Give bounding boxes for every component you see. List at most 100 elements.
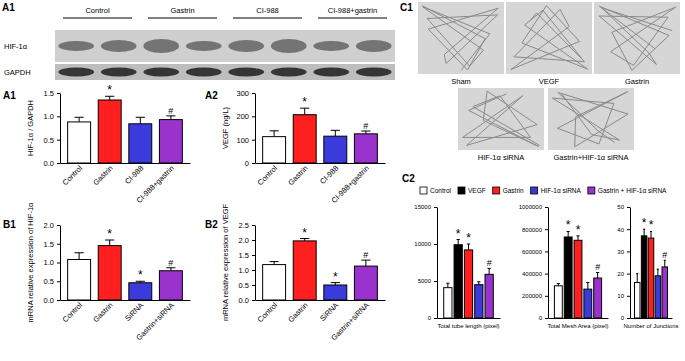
y-tick: 0.5 <box>44 277 60 286</box>
column-label: CI-988+gastrin <box>328 6 377 15</box>
bar <box>634 282 640 318</box>
tube <box>525 25 588 69</box>
y-axis: 0100200300 <box>236 89 255 168</box>
tube <box>463 137 531 138</box>
y-tick-label: 20 <box>617 271 624 277</box>
y-tick-label: 0 <box>245 159 249 168</box>
y-axis: 0.00.51.01.52.0 <box>44 221 61 305</box>
y-tick-label: 100 <box>236 136 249 145</box>
micrograph-bg <box>418 2 504 74</box>
micrograph <box>506 2 592 74</box>
blot-strip <box>55 30 395 62</box>
y-axis: 02000004000006000008000001000000 <box>519 204 549 321</box>
x-tick: Control <box>256 163 280 187</box>
error-cap <box>636 273 638 274</box>
y-tick: 10 <box>617 293 630 299</box>
y-tick-mark <box>545 207 548 208</box>
y-tick: 200000 <box>522 293 548 299</box>
error-bar <box>637 274 638 283</box>
y-tick-mark <box>434 207 437 208</box>
tube <box>557 92 627 129</box>
error-bar <box>79 253 80 260</box>
y-tick-mark <box>545 274 548 275</box>
bar <box>354 266 377 300</box>
annotation: * <box>576 223 581 237</box>
bar <box>263 137 286 163</box>
y-tick-mark <box>57 163 60 164</box>
y-tick-label: 0.5 <box>44 277 54 286</box>
legend-swatch <box>588 187 595 194</box>
y-tick: 600000 <box>522 249 548 255</box>
annotation: # <box>487 258 492 268</box>
y-tick: 0 <box>621 315 630 321</box>
legend-swatch <box>420 187 427 194</box>
blot-band <box>186 41 222 51</box>
y-tick-mark <box>434 281 437 282</box>
y-tick: 0.0 <box>44 159 60 168</box>
error-bar <box>587 282 588 289</box>
y-tick-label: 2.0 <box>239 236 249 245</box>
y-tick-label: 1.5 <box>44 89 54 98</box>
y-tick: 2.0 <box>44 221 60 230</box>
panel-label: B2 <box>205 219 218 230</box>
error-cap <box>270 130 279 131</box>
y-tick-mark <box>57 244 60 245</box>
column-label: CI-988 <box>256 6 279 15</box>
y-tick: 0 <box>245 159 255 168</box>
legend-swatch <box>458 187 465 194</box>
y-tick-mark <box>252 300 255 301</box>
x-tick: Gastrin+siRNA <box>329 300 371 342</box>
x-tick-label: Gastrin <box>91 301 114 324</box>
tube <box>599 6 655 48</box>
row-label: GAPDH <box>4 68 31 77</box>
blot-band <box>356 40 392 52</box>
y-tick: 1.0 <box>44 258 60 267</box>
y-tick: 5000 <box>418 278 437 284</box>
y-axis-title: HIF-1α / GAPDH <box>26 100 35 156</box>
y-axis-line <box>548 208 549 319</box>
legend-label: Gastrin <box>503 187 524 194</box>
legend-item: VEGF <box>458 187 486 194</box>
y-tick-label: 40 <box>617 227 624 233</box>
image-label: Gastrin <box>625 77 649 86</box>
y-tick-mark <box>627 251 630 252</box>
x-axis-line <box>61 300 191 301</box>
y-tick-label: 0.0 <box>239 296 249 305</box>
bar-chart: 0.00.51.01.52.02.5ControlGastrinSiRNAGas… <box>205 204 386 343</box>
micrograph <box>594 2 680 74</box>
micrograph <box>458 88 544 150</box>
y-tick: 1.5 <box>44 240 60 249</box>
annotation: * <box>466 231 471 245</box>
annotation: * <box>642 216 647 230</box>
y-tick: 10000 <box>414 241 437 247</box>
plot-marks <box>554 231 601 318</box>
bar <box>584 289 592 318</box>
row-label: HIF-1α <box>4 42 28 51</box>
y-tick-label: 50 <box>617 204 624 210</box>
bar <box>485 274 493 318</box>
x-tick: Gastrin <box>91 300 114 324</box>
x-tick: SiRNA <box>123 300 145 323</box>
y-tick-mark <box>252 163 255 164</box>
y-tick-label: 1.0 <box>44 112 54 121</box>
blot-band <box>58 68 94 77</box>
x-tick-label: Gastrin+siRNA <box>329 301 371 343</box>
x-axis: Number of Junctions <box>623 318 678 329</box>
panel-label: C1 <box>400 2 413 13</box>
bar-chart: 050001000015000Total tube length (pixel)… <box>402 173 501 329</box>
annotation: # <box>363 250 368 260</box>
blot-band <box>356 68 392 77</box>
column-rule <box>148 18 217 19</box>
blot-band <box>143 39 179 53</box>
x-tick-label: CI-988+gastrin <box>330 164 371 205</box>
column-label: Control <box>85 6 110 15</box>
legend-item: HIF-1α siRNA <box>531 187 582 194</box>
x-tick: Number of Junctions <box>623 318 678 329</box>
bar <box>354 134 377 163</box>
plot-marks <box>444 240 494 318</box>
tube <box>522 43 588 69</box>
y-tick-mark <box>545 296 548 297</box>
tube <box>467 107 511 146</box>
y-tick-label: 200 <box>236 112 249 121</box>
error-cap <box>586 282 589 283</box>
